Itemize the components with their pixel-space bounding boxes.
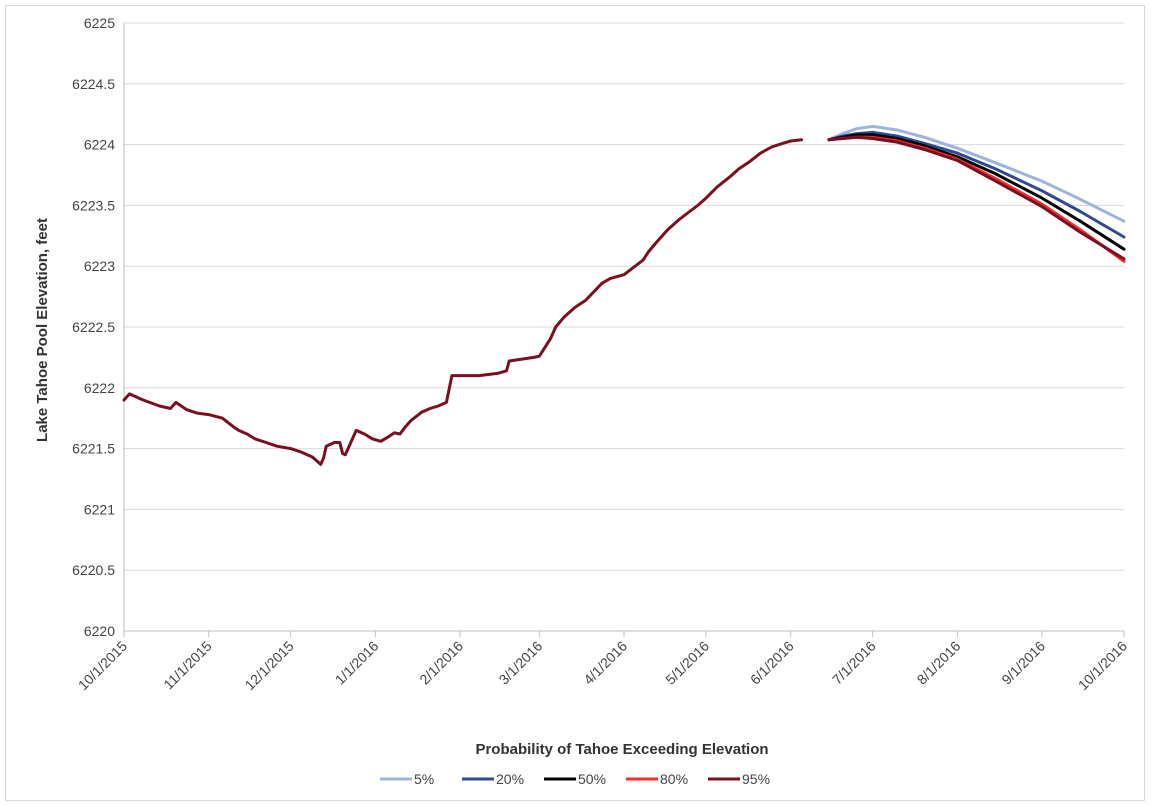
legend-label-1: 20%	[496, 771, 524, 787]
legend-label-2: 50%	[578, 771, 606, 787]
legend-label-0: 5%	[414, 771, 434, 787]
legend-label-3: 80%	[660, 771, 688, 787]
historical-line	[122, 138, 804, 466]
series-lines	[122, 124, 1126, 466]
x-tick-label: 6/1/2016	[747, 638, 797, 688]
y-tick-label: 6223.5	[72, 197, 115, 213]
y-tick-label: 6224.5	[72, 76, 115, 92]
x-axis-title: Probability of Tahoe Exceeding Elevation	[475, 741, 768, 758]
grid-lines	[123, 22, 1124, 632]
x-tick-label: 1/1/2016	[332, 638, 382, 688]
chart-frame	[5, 5, 1145, 801]
series-line-2	[827, 133, 1126, 251]
x-tick-label: 5/1/2016	[662, 638, 712, 688]
x-tick-label: 10/1/2015	[75, 638, 131, 694]
x-tick-label: 2/1/2016	[416, 638, 466, 688]
y-tick-label: 6220.5	[72, 562, 115, 578]
x-tick-label: 10/1/2016	[1075, 638, 1131, 694]
y-tick-label: 6225	[84, 15, 115, 31]
x-tick-label: 4/1/2016	[580, 638, 630, 688]
x-tick-label: 12/1/2015	[241, 638, 297, 694]
y-axis-ticks: 6220 6220.5 6221 6221.5 6222 6222.5 6223 6223.5…	[72, 15, 115, 639]
series-line-4	[827, 135, 1126, 261]
y-tick-label: 6222.5	[72, 319, 115, 335]
y-tick-label: 6221.5	[72, 441, 115, 457]
legend: 5% 20% 50% 80% 95%	[380, 771, 770, 787]
y-axis-title: Lake Tahoe Pool Elevation, feet	[34, 218, 51, 442]
x-tick-label: 11/1/2015	[160, 638, 215, 693]
x-tick-label: 9/1/2016	[998, 638, 1048, 688]
y-tick-label: 6224	[84, 137, 115, 153]
y-tick-label: 6223	[84, 258, 115, 274]
x-tick-label: 3/1/2016	[496, 638, 546, 688]
x-tick-label: 8/1/2016	[914, 638, 964, 688]
y-tick-label: 6221	[84, 501, 115, 517]
y-tick-label: 6220	[84, 623, 115, 639]
x-axis-ticks: 10/1/2015 11/1/2015 12/1/2015 1/1/2016 2/1/2…	[75, 631, 1131, 694]
x-tick-label: 7/1/2016	[829, 638, 879, 688]
y-tick-label: 6222	[84, 380, 115, 396]
series-line-0	[827, 124, 1126, 223]
legend-label-4: 95%	[742, 771, 770, 787]
